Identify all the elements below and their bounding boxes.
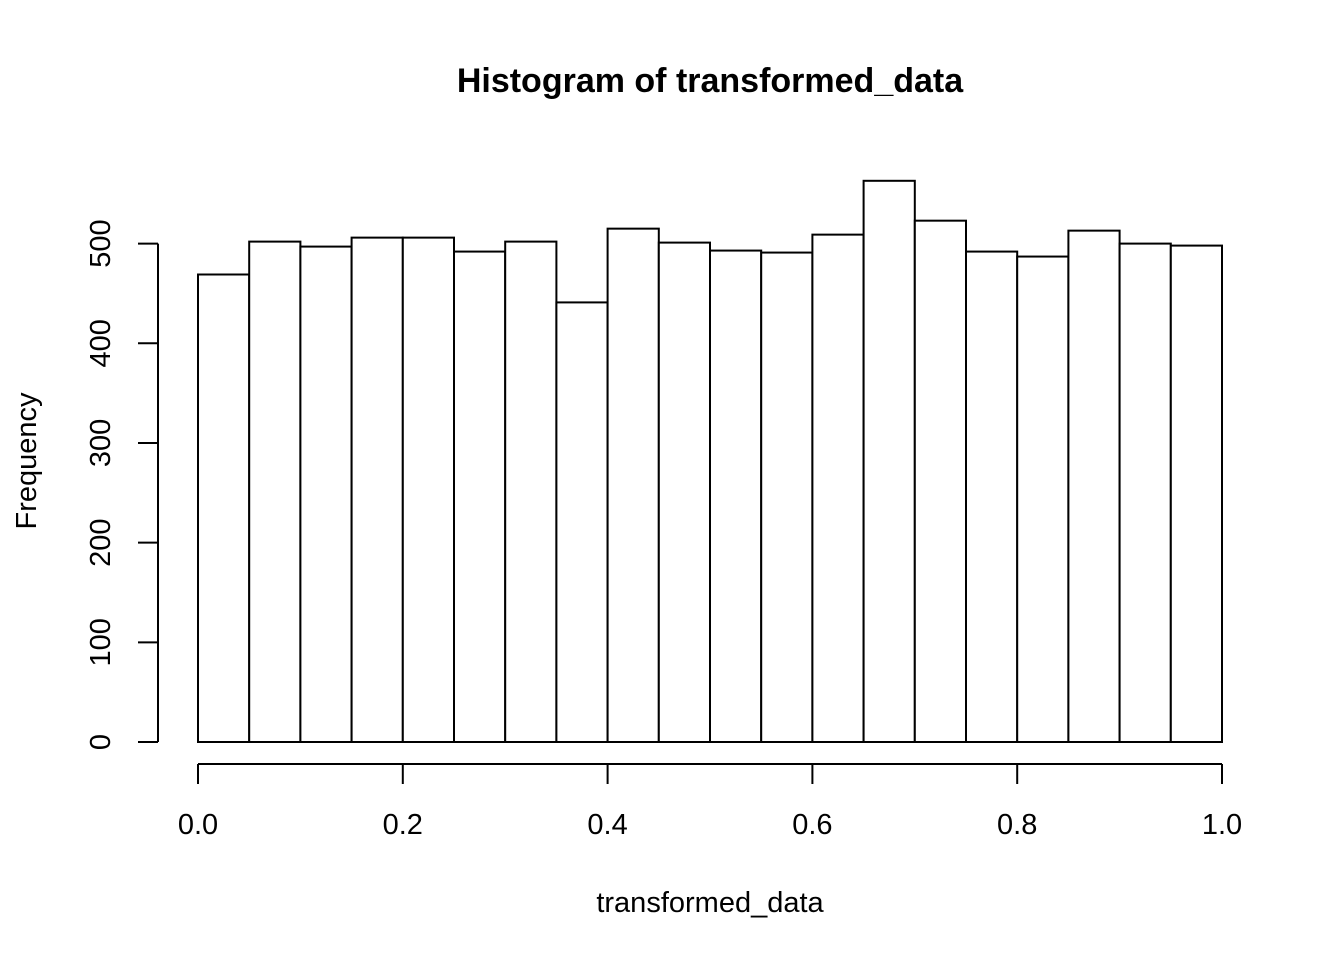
x-axis: 0.0 0.2 0.4 0.6 0.8 1.0: [178, 763, 1242, 841]
x-tick-label: 1.0: [1202, 809, 1242, 841]
x-tick-label: 0.2: [383, 809, 423, 841]
y-tick-label: 500: [85, 219, 117, 267]
y-tick-label: 300: [85, 419, 117, 467]
histogram-bar: [504, 240, 558, 743]
histogram-bar: [862, 179, 916, 744]
x-axis-label: transformed_data: [596, 887, 824, 919]
histogram-bar: [913, 219, 967, 744]
histogram-bar: [1169, 244, 1224, 743]
y-axis: 0 100 200 300 400 500: [85, 219, 159, 750]
y-tick-label: 100: [85, 618, 117, 666]
histogram-bar: [1067, 229, 1121, 743]
histogram-bar: [1118, 242, 1172, 743]
histogram-bar: [657, 241, 711, 743]
histogram-bar: [299, 245, 353, 743]
histogram-bar: [1016, 255, 1070, 743]
histogram-bar: [350, 236, 404, 743]
histogram-bar: [248, 240, 302, 743]
y-tick-label: 0: [85, 734, 117, 750]
x-tick-label: 0.8: [997, 809, 1037, 841]
y-tick-label: 200: [85, 518, 117, 566]
histogram-bar: [606, 227, 660, 743]
bars-group: [197, 179, 1224, 744]
histogram-bar: [453, 250, 507, 743]
histogram-bar: [811, 233, 865, 743]
x-tick-label: 0.0: [178, 809, 218, 841]
histogram-bar: [965, 250, 1019, 743]
y-tick-label: 400: [85, 319, 117, 367]
histogram-bar: [555, 301, 609, 743]
histogram-bar: [197, 273, 251, 743]
x-tick-label: 0.4: [587, 809, 627, 841]
chart-title: Histogram of transformed_data: [457, 62, 964, 100]
histogram-bar: [760, 251, 814, 743]
histogram-bar: [709, 249, 763, 743]
y-axis-label: Frequency: [11, 392, 43, 530]
histogram-bar: [401, 236, 455, 743]
x-tick-label: 0.6: [792, 809, 832, 841]
